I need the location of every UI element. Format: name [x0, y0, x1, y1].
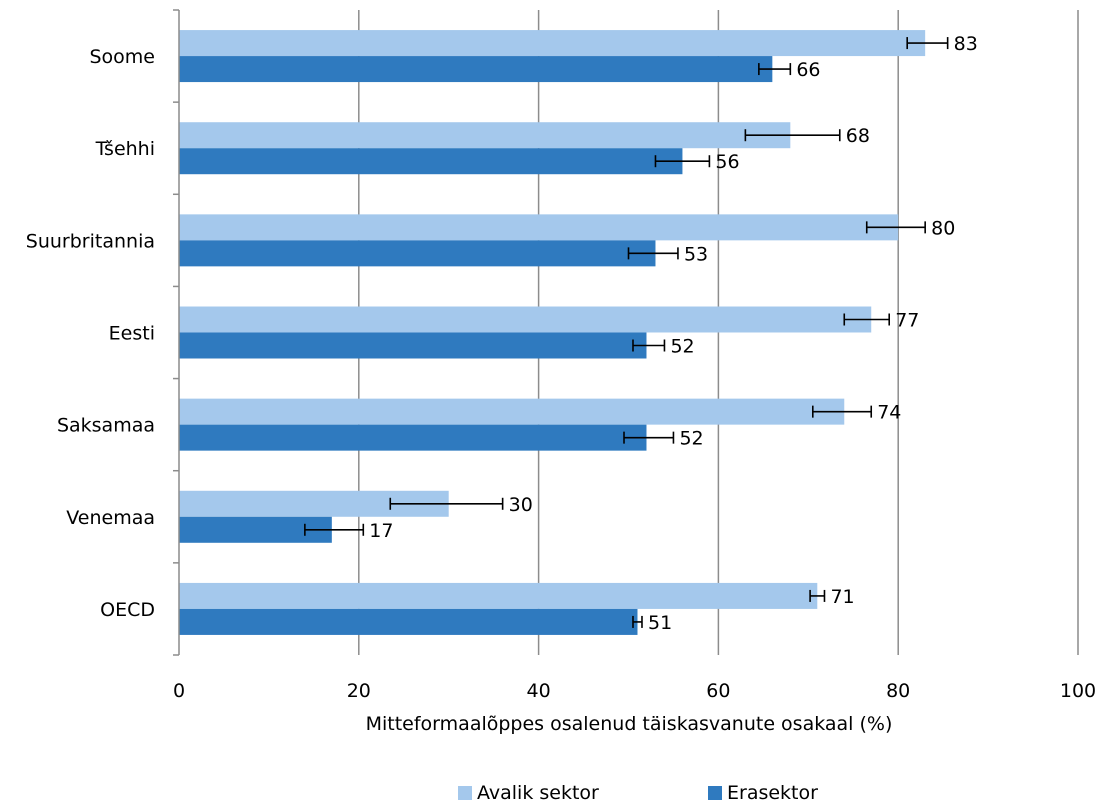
- data-label: 52: [670, 336, 694, 358]
- bar-era: [179, 56, 773, 83]
- data-label: 83: [954, 33, 978, 55]
- labels: 0 20 40 60 80 100 Soome 83 66 Tšehhi 68 56 Suurbrita…: [26, 33, 1096, 702]
- bar-era: [179, 148, 683, 175]
- data-label: 52: [679, 428, 703, 450]
- data-label: 71: [830, 586, 854, 608]
- bar-avalik: [179, 122, 791, 149]
- legend-swatch: [458, 786, 472, 800]
- bar-era: [179, 240, 656, 267]
- x-axis-title: Mitteformaalõppes osalenud täiskasvanute…: [366, 713, 893, 735]
- legend-label: Erasektor: [727, 782, 818, 804]
- bar-era: [179, 608, 638, 635]
- data-label: 66: [796, 59, 820, 81]
- bar-era: [179, 424, 647, 451]
- category-label: Venemaa: [66, 507, 155, 529]
- category-label: Eesti: [109, 323, 155, 345]
- data-label: 17: [369, 520, 393, 542]
- data-label: 68: [846, 125, 870, 147]
- data-label: 77: [895, 310, 919, 332]
- data-label: 51: [648, 612, 672, 634]
- bars: [179, 30, 949, 635]
- data-label: 56: [715, 151, 739, 173]
- x-tick-label: 0: [173, 680, 185, 702]
- x-tick-label: 40: [527, 680, 551, 702]
- data-label: 30: [509, 494, 533, 516]
- x-tick-label: 80: [886, 680, 910, 702]
- category-label: Suurbritannia: [26, 230, 155, 252]
- bar-era: [179, 332, 647, 359]
- legend-swatch: [708, 786, 722, 800]
- bar-avalik: [179, 214, 899, 241]
- bar-avalik: [179, 306, 872, 333]
- x-tick-label: 100: [1060, 680, 1096, 702]
- axes: [173, 9, 180, 656]
- category-label: Saksamaa: [57, 415, 155, 437]
- data-label: 80: [931, 217, 955, 239]
- bar-avalik: [179, 582, 818, 609]
- legend-label: Avalik sektor: [477, 782, 599, 804]
- bar-avalik: [179, 398, 845, 425]
- legend: Avalik sektor Erasektor: [458, 782, 818, 804]
- x-tick-label: 60: [706, 680, 730, 702]
- data-label: 53: [684, 243, 708, 265]
- x-tick-label: 20: [347, 680, 371, 702]
- category-label: Soome: [89, 46, 155, 68]
- bar-avalik: [179, 30, 926, 57]
- category-label: OECD: [100, 599, 155, 621]
- data-label: 74: [877, 402, 901, 424]
- category-label: Tšehhi: [95, 138, 155, 160]
